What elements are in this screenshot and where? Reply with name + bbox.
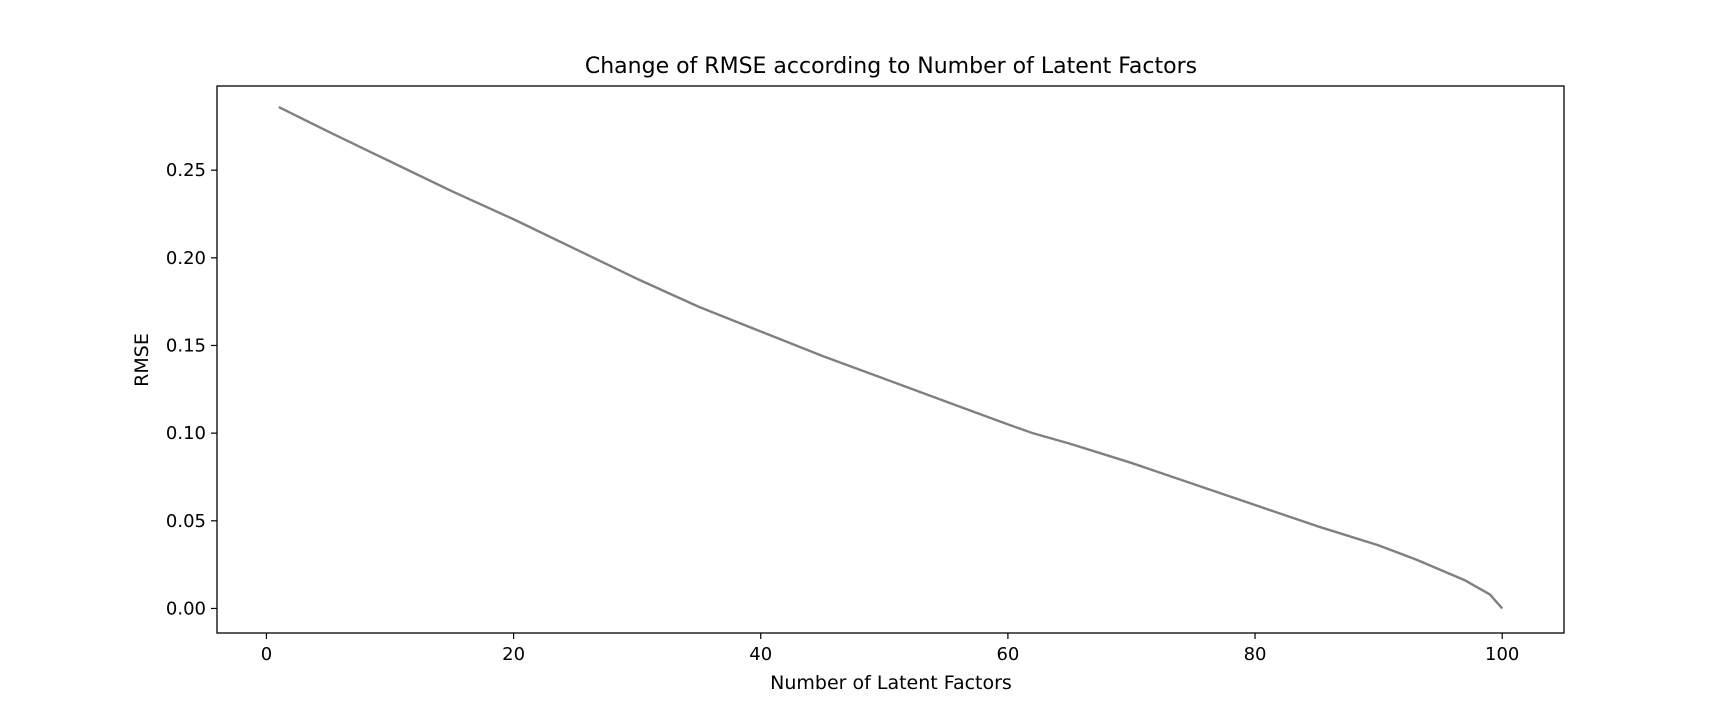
- x-tick-label: 40: [749, 644, 772, 665]
- plot-frame: [216, 85, 1565, 634]
- y-tick-label: 0.20: [166, 248, 206, 269]
- y-axis: 0.00 0.05 0.10 0.15 0.20 0.25: [166, 160, 217, 619]
- x-tick-label: 0: [261, 644, 272, 665]
- x-axis-label: Number of Latent Factors: [770, 672, 1012, 694]
- plot-area: [278, 105, 1504, 610]
- y-tick-label: 0.10: [166, 423, 206, 444]
- y-tick-label: 0.00: [166, 598, 206, 619]
- y-axis-label: RMSE: [131, 333, 153, 387]
- x-tick-label: 20: [502, 644, 525, 665]
- x-tick-label: 60: [996, 644, 1019, 665]
- y-tick-label: 0.15: [166, 335, 206, 356]
- chart-title: Change of RMSE according to Number of La…: [585, 54, 1197, 79]
- y-tick-label: 0.25: [166, 160, 206, 181]
- x-axis: 0 20 40 60 80 100: [261, 633, 1519, 665]
- x-tick-label: 100: [1485, 644, 1519, 665]
- x-tick-label: 80: [1244, 644, 1267, 665]
- series-line-0: [278, 105, 1504, 610]
- y-tick-label: 0.05: [166, 511, 206, 532]
